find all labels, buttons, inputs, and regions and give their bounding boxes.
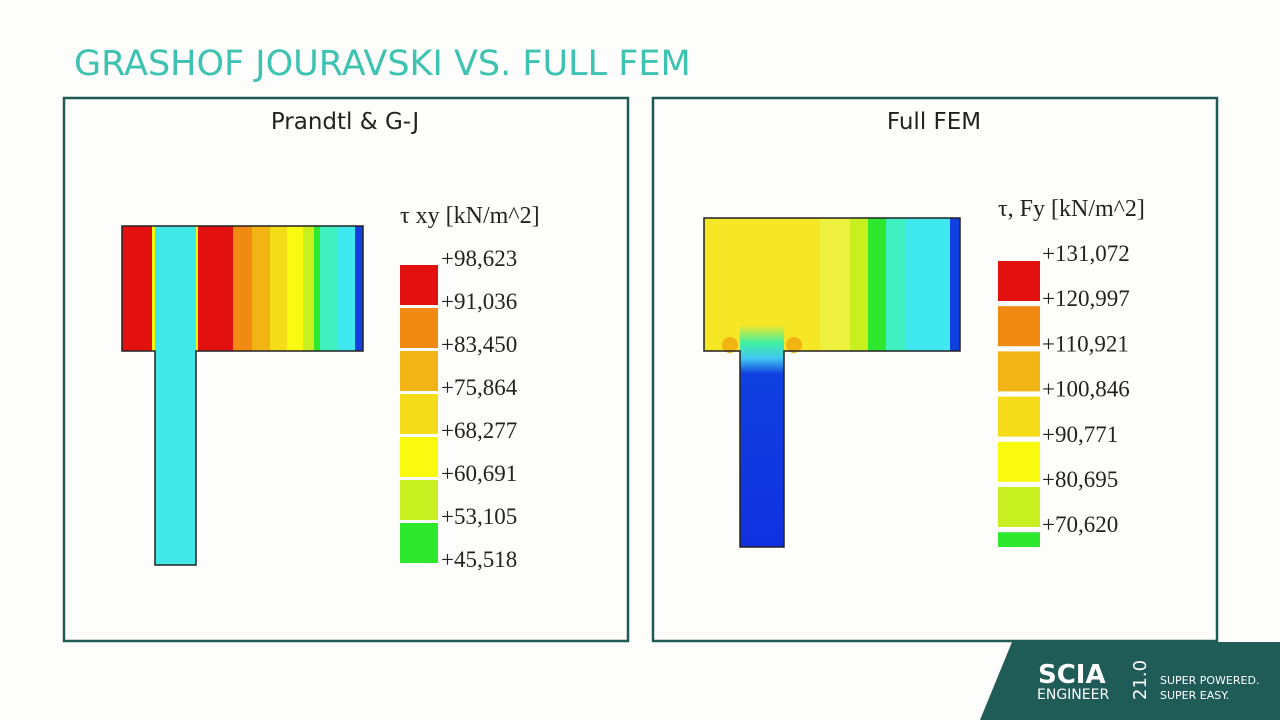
legend-swatch [998, 396, 1040, 437]
legend-label: +90,771 [1042, 422, 1118, 447]
legend-swatch [400, 437, 438, 477]
legend-label: +91,036 [441, 289, 517, 314]
logo-slogan: SUPER EASY. [1160, 689, 1229, 702]
panel [651, 96, 1219, 643]
contour-plot [121, 225, 364, 566]
logo-product: ENGINEER [1037, 687, 1109, 703]
logo-brand: SCIA [1038, 660, 1106, 690]
legend-label: +120,997 [1042, 286, 1130, 311]
legend-swatch [998, 532, 1040, 547]
legend-label: +83,450 [441, 332, 517, 357]
legend-label: +80,695 [1042, 467, 1118, 492]
legend-label: +75,864 [441, 375, 518, 400]
logo-band [980, 642, 1280, 720]
legend-swatch [998, 261, 1040, 301]
legend-label: +53,105 [441, 504, 517, 529]
panel-heading: Full FEM [887, 109, 981, 135]
panel-heading: Prandtl & G-J [271, 109, 419, 135]
legend-swatch [400, 351, 438, 391]
slide-title: GRASHOF JOURAVSKI VS. FULL FEM [74, 44, 691, 84]
legend-title: τ xy [kN/m^2] [400, 203, 540, 229]
legend-label: +110,921 [1042, 331, 1129, 356]
legend-label: +45,518 [441, 547, 517, 572]
legend-swatch [400, 308, 438, 348]
legend: +131,072 +120,997 +110,921 +100,846 +90,771 +… [998, 241, 1130, 547]
legend-label: +131,072 [1042, 241, 1130, 266]
logo-slogan: SUPER POWERED. [1160, 674, 1259, 687]
contour-plot [703, 217, 961, 548]
legend-swatch [400, 265, 438, 305]
legend-swatch [400, 394, 438, 434]
legend-label: +70,620 [1042, 512, 1118, 537]
legend-swatch [400, 523, 438, 563]
legend: +98,623 +91,036 +83,450 +75,864 +68,277 +60,6… [400, 246, 518, 572]
legend-title: τ, Fy [kN/m^2] [998, 196, 1145, 222]
logo-version: 21.0 [1130, 660, 1151, 700]
panel [62, 96, 630, 643]
legend-swatch [998, 351, 1040, 392]
legend-swatch [998, 306, 1040, 347]
legend-label: +60,691 [441, 461, 517, 486]
legend-label: +100,846 [1042, 377, 1130, 402]
legend-label: +98,623 [441, 246, 517, 271]
legend-swatch [400, 480, 438, 520]
legend-swatch [998, 487, 1040, 527]
legend-swatch [998, 441, 1040, 482]
legend-label: +68,277 [441, 418, 517, 443]
